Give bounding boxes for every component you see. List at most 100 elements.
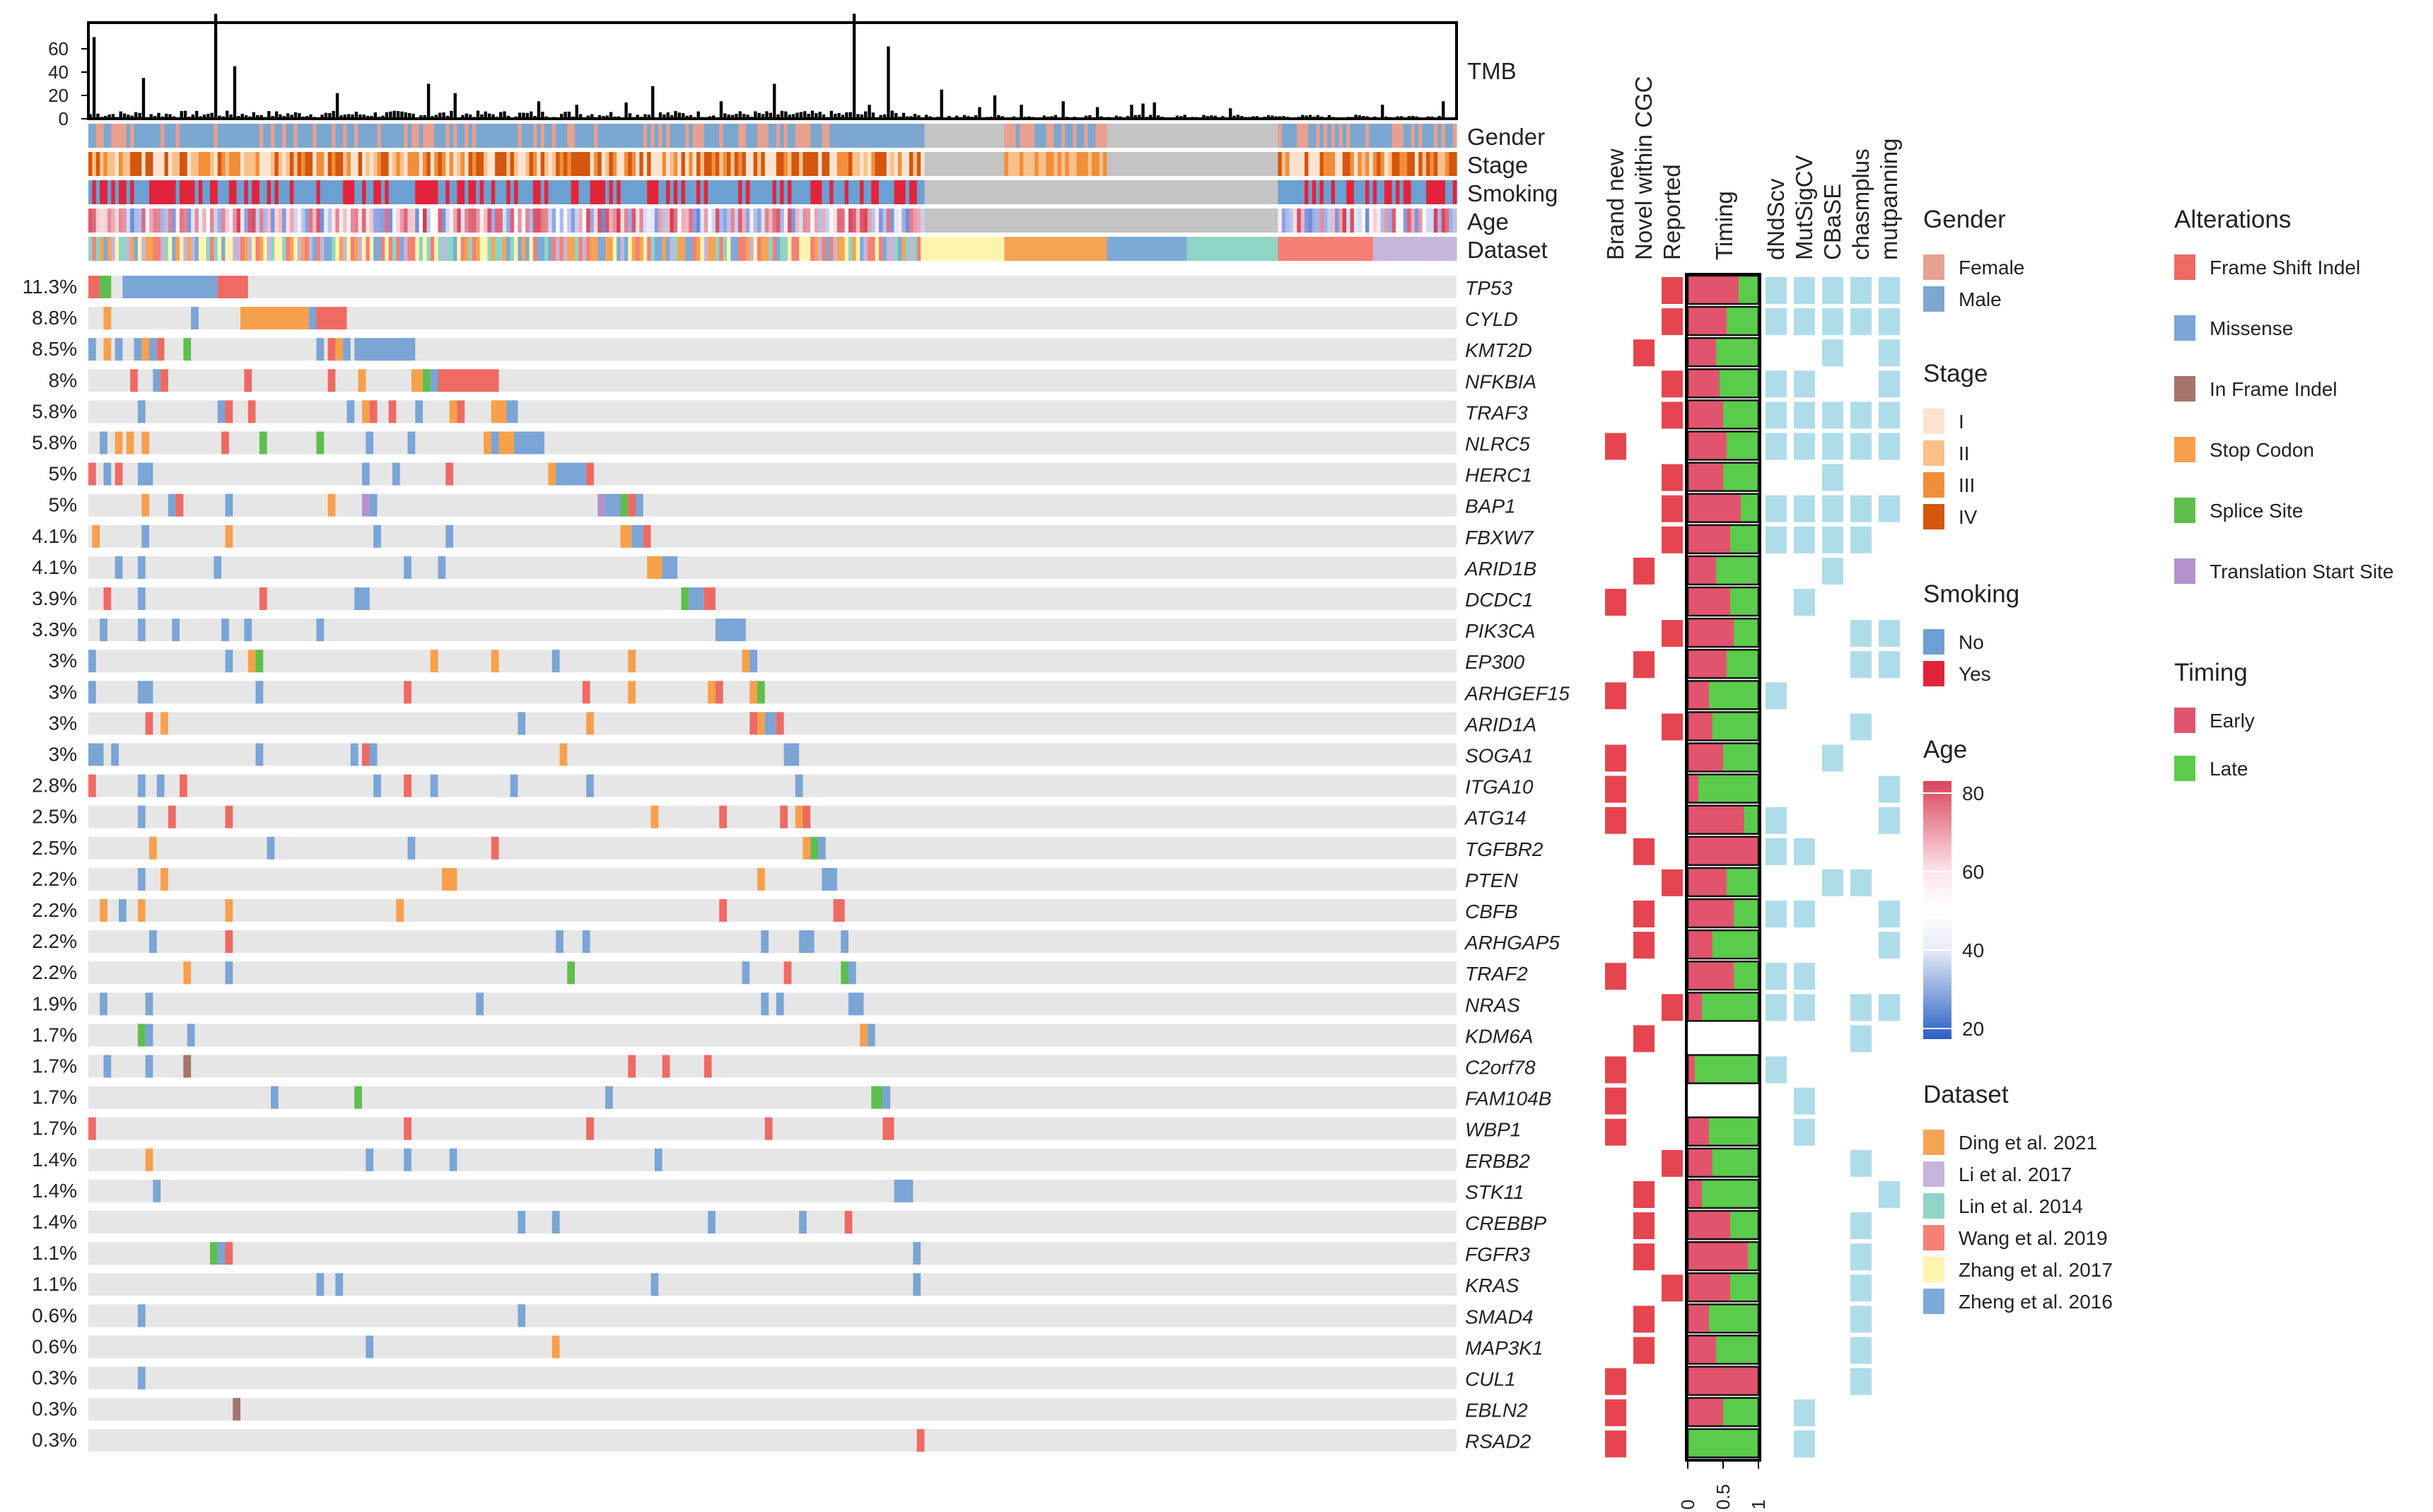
track-cell bbox=[764, 124, 769, 148]
tmb-bar bbox=[1434, 118, 1437, 119]
track-cell bbox=[396, 152, 401, 176]
track-cell bbox=[1377, 152, 1382, 176]
tmb-bar bbox=[1138, 115, 1141, 119]
mutation-mark bbox=[605, 493, 621, 517]
mutation-mark bbox=[221, 619, 229, 642]
mutation-mark bbox=[605, 1086, 613, 1109]
legend-smoking-title: Smoking bbox=[1923, 580, 2019, 608]
track-cell bbox=[161, 209, 165, 233]
timing-early bbox=[1688, 619, 1734, 647]
track-cell bbox=[609, 124, 614, 148]
track-cell bbox=[772, 180, 777, 204]
tmb-bar bbox=[1369, 117, 1373, 119]
gene-frequency: 11.3% bbox=[23, 276, 77, 298]
track-cell bbox=[484, 152, 488, 176]
mutation-mark bbox=[586, 1117, 594, 1140]
legend-label: In Frame Indel bbox=[2210, 378, 2338, 400]
timing-late bbox=[1748, 1242, 1758, 1271]
column-header: Reported bbox=[1659, 164, 1685, 260]
track-cell bbox=[252, 180, 257, 204]
track-cell bbox=[723, 152, 728, 176]
gene-label: ARID1A bbox=[1464, 713, 1536, 735]
track-cell bbox=[863, 180, 868, 204]
tmb-bar bbox=[1175, 115, 1179, 119]
tmb-bar bbox=[149, 114, 153, 119]
track-cell bbox=[476, 237, 481, 261]
tmb-bar bbox=[1373, 116, 1377, 119]
track-cell bbox=[377, 124, 382, 148]
track-cell bbox=[886, 124, 891, 148]
track-cell bbox=[308, 124, 313, 148]
source-mark bbox=[1633, 651, 1655, 679]
track-cell bbox=[214, 180, 218, 204]
track-cell bbox=[1084, 237, 1089, 261]
track-cell bbox=[1293, 237, 1297, 261]
track-cell bbox=[228, 152, 233, 176]
track-cell bbox=[829, 180, 834, 204]
track-cell bbox=[799, 209, 804, 233]
track-cell bbox=[974, 237, 979, 261]
track-cell bbox=[605, 124, 609, 148]
track-cell bbox=[1015, 152, 1020, 176]
track-cell bbox=[559, 237, 564, 261]
track-cell bbox=[1414, 152, 1419, 176]
track-cell bbox=[863, 152, 868, 176]
tmb-bar bbox=[506, 115, 510, 119]
timing-late bbox=[1734, 961, 1758, 990]
method-mark bbox=[1879, 370, 1900, 398]
track-cell bbox=[662, 237, 667, 261]
gene-row-TP53 bbox=[88, 274, 1900, 305]
track-cell bbox=[339, 152, 344, 176]
track-cell bbox=[388, 180, 393, 204]
track-cell bbox=[1259, 209, 1264, 233]
track-cell bbox=[476, 209, 481, 233]
tmb-bar bbox=[146, 117, 149, 119]
track-cell bbox=[1244, 152, 1248, 176]
tmb-bar bbox=[624, 102, 628, 119]
mutation-mark bbox=[137, 899, 146, 922]
tmb-bar bbox=[495, 117, 498, 119]
track-cell bbox=[1369, 152, 1374, 176]
mutation-mark bbox=[119, 899, 127, 922]
source-mark bbox=[1633, 1337, 1655, 1364]
track-cell bbox=[233, 152, 238, 176]
track-cell bbox=[1209, 124, 1214, 148]
track-cell bbox=[1160, 124, 1165, 148]
track-cell bbox=[841, 237, 846, 261]
track-cell bbox=[388, 209, 393, 233]
track-cell bbox=[1175, 209, 1180, 233]
tmb-bar bbox=[727, 114, 730, 119]
track-cell bbox=[369, 209, 374, 233]
tmb-bar bbox=[298, 112, 301, 119]
legend-swatch bbox=[1923, 629, 1944, 655]
track-cell bbox=[1305, 237, 1309, 261]
method-mark bbox=[1822, 433, 1843, 460]
track-cell bbox=[415, 209, 420, 233]
track-cell bbox=[867, 209, 872, 233]
track-cell bbox=[734, 124, 739, 148]
track-cell bbox=[1418, 180, 1423, 204]
legend-label: No bbox=[1959, 631, 1984, 653]
track-cell bbox=[149, 209, 153, 233]
track-cell bbox=[1099, 209, 1104, 233]
mutation-mark bbox=[115, 338, 123, 361]
track-cell bbox=[1042, 209, 1047, 233]
track-cell bbox=[1377, 209, 1382, 233]
track-cell bbox=[875, 124, 880, 148]
track-cell bbox=[1110, 152, 1115, 176]
mutation-mark bbox=[225, 961, 233, 985]
tmb-tick-label: 60 bbox=[48, 38, 69, 59]
track-cell bbox=[407, 209, 412, 233]
track-cell bbox=[1107, 152, 1112, 176]
source-mark bbox=[1633, 1180, 1655, 1208]
tmb-bar bbox=[1305, 115, 1308, 119]
tmb-bar bbox=[1297, 117, 1301, 119]
tmb-bar bbox=[1426, 116, 1430, 119]
track-cell bbox=[1065, 209, 1070, 233]
track-cell bbox=[810, 152, 815, 176]
tmb-bar bbox=[1271, 115, 1274, 119]
track-cell bbox=[537, 124, 542, 148]
track-cell bbox=[916, 152, 921, 176]
track-cell bbox=[670, 124, 675, 148]
mutation-mark bbox=[366, 1148, 374, 1171]
